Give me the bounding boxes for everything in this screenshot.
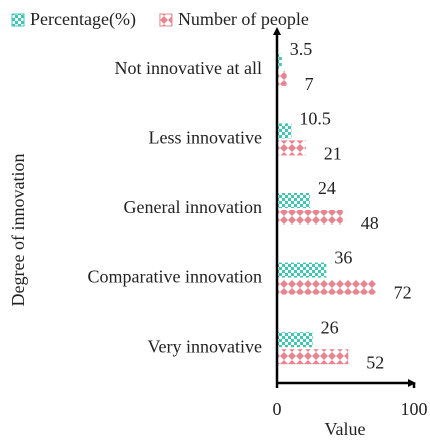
y-tick-label: Less innovative	[149, 128, 262, 148]
y-tick-label: General innovation	[124, 197, 262, 217]
y-tick-label: Not innovative at all	[115, 58, 262, 78]
value-label: 3.5	[290, 39, 313, 59]
value-label: 48	[361, 213, 379, 233]
value-label: 26	[321, 317, 339, 337]
legend-label: Number of people	[178, 9, 309, 29]
y-axis-label: Degree of innovation	[8, 154, 28, 307]
bar	[277, 332, 313, 348]
bar	[277, 193, 310, 208]
bar	[277, 349, 349, 365]
y-tick-label: Very innovative	[148, 336, 262, 356]
x-tick-label: 0	[273, 399, 282, 419]
legend-swatch	[11, 13, 25, 27]
value-label: 72	[394, 283, 412, 303]
x-tick-label: 100	[401, 399, 428, 419]
value-label: 10.5	[299, 109, 331, 129]
y-tick-label: Comparative innovation	[88, 267, 262, 287]
legend-swatch	[159, 13, 173, 27]
bar	[277, 70, 287, 86]
bar	[277, 140, 306, 156]
bar	[277, 262, 327, 278]
bar	[277, 53, 282, 69]
value-label: 24	[318, 178, 336, 198]
value-label: 21	[324, 144, 342, 164]
x-axis-label: Value	[325, 419, 366, 439]
value-label: 36	[334, 248, 352, 268]
bar	[277, 279, 376, 295]
bar	[277, 210, 343, 225]
value-label: 52	[366, 352, 384, 372]
legend-label: Percentage(%)	[30, 9, 136, 30]
value-label: 7	[305, 74, 314, 94]
bar	[277, 123, 292, 139]
